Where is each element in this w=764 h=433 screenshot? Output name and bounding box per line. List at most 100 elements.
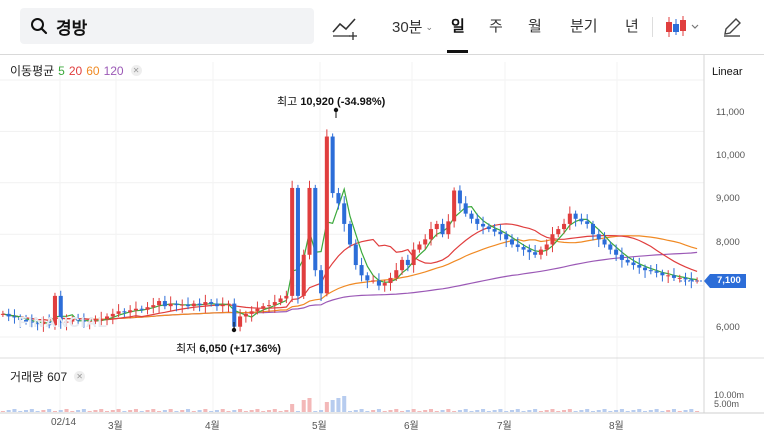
candle-body xyxy=(394,270,399,278)
close-icon[interactable]: ✕ xyxy=(130,65,142,76)
candle-body xyxy=(41,321,46,325)
candle-body xyxy=(151,305,156,308)
candle-body xyxy=(509,239,515,245)
watermark: FINANCIAL xyxy=(18,314,108,331)
candle-body xyxy=(70,319,75,322)
volume-bar xyxy=(550,409,555,412)
close-icon[interactable]: ✕ xyxy=(74,371,86,382)
volume-bar xyxy=(330,400,335,412)
tab-week[interactable]: 주 xyxy=(489,18,503,35)
x-tick: 02/14 xyxy=(51,417,77,428)
tab-day[interactable]: 일 xyxy=(451,18,465,35)
volume-value: 607 xyxy=(47,369,68,384)
volume-bar xyxy=(509,410,515,412)
volume-bar xyxy=(347,411,353,412)
y-tick: 8,000 xyxy=(716,237,740,248)
tab-month[interactable]: 월 xyxy=(528,18,542,35)
volume-bar xyxy=(35,411,40,412)
low-change: (+17.36%) xyxy=(229,343,281,355)
volume-bar xyxy=(556,411,561,412)
candle-body xyxy=(324,136,329,294)
candle-body xyxy=(573,213,578,219)
candle-body xyxy=(261,306,266,309)
volume-bar xyxy=(376,409,381,412)
candle-body xyxy=(266,305,272,307)
tab-interval-30min[interactable]: 30분 ⌄ xyxy=(392,17,433,38)
volume-bar xyxy=(359,409,364,412)
volume-bar xyxy=(521,411,526,412)
candle-body xyxy=(400,259,405,271)
candle-body xyxy=(567,213,572,224)
volume-title: 거래량 xyxy=(10,370,44,384)
x-tick: 8월 xyxy=(609,421,624,432)
candle-body xyxy=(637,265,642,268)
candle-body xyxy=(376,280,381,286)
candle-body xyxy=(382,283,387,286)
candle-body xyxy=(203,302,208,306)
high-prefix: 최고 xyxy=(277,96,298,108)
pencil-icon[interactable] xyxy=(720,15,744,39)
volume-bar xyxy=(278,411,283,412)
ma120-line xyxy=(2,251,698,321)
candle-body xyxy=(342,203,347,224)
volume-bar xyxy=(255,409,260,412)
candle-body xyxy=(666,275,671,277)
volume-bar xyxy=(52,411,57,412)
search-icon xyxy=(31,18,48,35)
candle-body xyxy=(492,229,497,232)
volume-bar xyxy=(695,411,700,412)
candlestick-icon[interactable] xyxy=(664,14,704,40)
candle-body xyxy=(579,218,584,222)
candle-body xyxy=(139,308,144,310)
candle-body xyxy=(168,303,173,307)
candle-body xyxy=(683,277,688,280)
candle-body xyxy=(220,304,225,307)
candle-body xyxy=(347,223,353,245)
stock-search-input[interactable]: 경방 xyxy=(20,8,314,44)
tab-quarter[interactable]: 분기 xyxy=(570,18,598,35)
candle-body xyxy=(290,187,295,296)
volume-bar xyxy=(446,409,451,412)
candle-body xyxy=(434,223,439,230)
candle-body xyxy=(504,234,509,240)
interval-label: 30분 xyxy=(392,19,423,36)
candle-body xyxy=(527,249,532,253)
candle-body xyxy=(446,221,451,235)
candle-body xyxy=(562,223,567,230)
volume-bar xyxy=(515,409,520,412)
ma5-label: 5 xyxy=(58,63,65,78)
ma60-label: 60 xyxy=(86,63,100,78)
low-price-label: 최저 6,050 (+17.36%) xyxy=(176,340,281,356)
volume-bar xyxy=(452,411,457,412)
low-price: 6,050 xyxy=(199,343,227,355)
ma20-label: 20 xyxy=(68,63,83,78)
candle-body xyxy=(538,249,543,255)
active-tab-indicator xyxy=(447,50,468,53)
candle-body xyxy=(191,303,196,307)
volume-bar xyxy=(365,411,370,412)
volume-bar xyxy=(174,411,179,412)
candle-body xyxy=(29,321,34,323)
tab-year[interactable]: 년 xyxy=(625,18,639,35)
scale-mode-toggle[interactable]: Linear xyxy=(712,66,743,78)
volume-bar xyxy=(619,409,624,412)
volume-bar xyxy=(671,409,676,412)
candle-body xyxy=(486,226,491,230)
x-tick: 4월 xyxy=(205,421,220,432)
volume-bar xyxy=(81,409,86,412)
candle-body xyxy=(243,313,248,317)
candle-body xyxy=(330,136,335,194)
candle-body xyxy=(307,187,312,255)
volume-tick: 10.00m xyxy=(714,390,745,400)
volume-bar xyxy=(99,409,104,412)
volume-bar xyxy=(573,411,578,412)
candle-body xyxy=(255,308,260,312)
trend-line-icon[interactable] xyxy=(330,14,360,40)
volume-bar xyxy=(295,411,300,412)
volume-bar xyxy=(382,411,387,412)
candle-body xyxy=(417,244,422,250)
candle-body xyxy=(608,244,613,250)
volume-bar xyxy=(440,410,445,412)
candle-body xyxy=(614,249,619,255)
